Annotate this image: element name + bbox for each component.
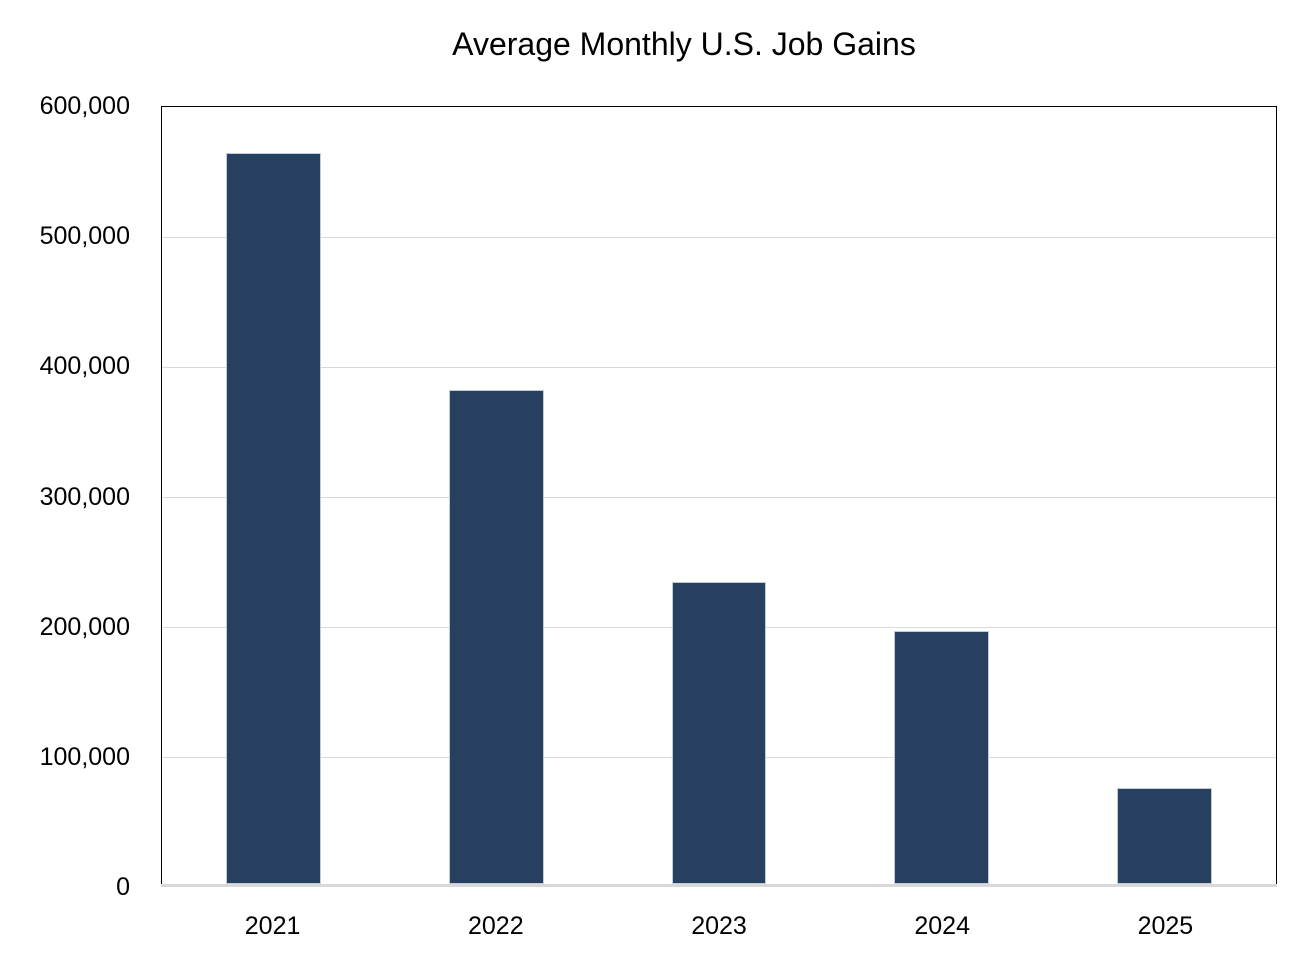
x-tick-label: 2025 xyxy=(1137,912,1194,940)
y-tick-label: 300,000 xyxy=(39,482,130,511)
chart-title: Average Monthly U.S. Job Gains xyxy=(452,26,916,62)
plot-area xyxy=(161,106,1277,887)
y-tick-label: 100,000 xyxy=(39,742,130,771)
y-tick-label: 600,000 xyxy=(39,92,130,120)
gridline xyxy=(162,497,1276,498)
x-axis-line xyxy=(161,884,1277,887)
gridline xyxy=(162,366,1276,368)
bar-2024 xyxy=(894,630,990,884)
x-tick-label: 2023 xyxy=(691,912,747,940)
bar-2021 xyxy=(226,153,321,884)
y-tick-label: 200,000 xyxy=(39,612,130,641)
gridline xyxy=(162,236,1276,238)
bar-2022 xyxy=(448,390,544,884)
y-tick-label: 500,000 xyxy=(39,222,130,251)
x-tick-label: 2022 xyxy=(467,912,524,940)
bar-2023 xyxy=(671,582,767,884)
x-tick-label: 2021 xyxy=(244,912,301,940)
bar-2025 xyxy=(1117,787,1212,884)
x-tick-label: 2024 xyxy=(914,912,970,940)
y-tick-label: 400,000 xyxy=(39,352,130,381)
y-tick-label: 0 xyxy=(116,873,130,901)
